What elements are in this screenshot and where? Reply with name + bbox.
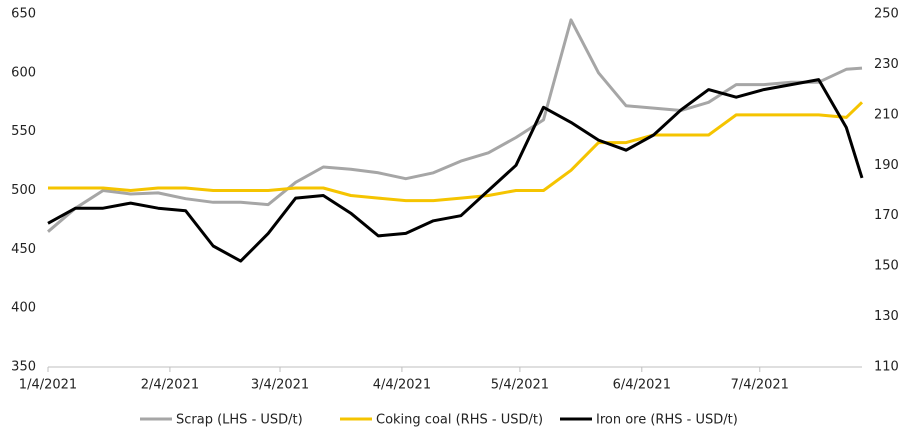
y-tick-label: 500 <box>11 183 36 198</box>
x-tick-label: 5/4/2021 <box>491 378 549 393</box>
y-tick-label: 550 <box>11 124 36 139</box>
y2-tick-label: 230 <box>874 57 899 72</box>
y2-tick-label: 150 <box>874 259 899 274</box>
legend-label: Coking coal (RHS - USD/t) <box>376 413 543 428</box>
y2-tick-label: 130 <box>874 309 899 324</box>
y2-tick-label: 250 <box>874 7 899 22</box>
legend-label: Scrap (LHS - USD/t) <box>176 413 303 428</box>
y-tick-label: 600 <box>11 65 36 80</box>
x-tick-label: 4/4/2021 <box>373 378 431 393</box>
y2-tick-label: 190 <box>874 158 899 173</box>
y2-tick-label: 170 <box>874 208 899 223</box>
y-tick-label: 650 <box>11 7 36 22</box>
y2-tick-label: 210 <box>874 107 899 122</box>
x-tick-label: 7/4/2021 <box>731 378 789 393</box>
y-tick-label: 350 <box>11 360 36 375</box>
x-tick-label: 6/4/2021 <box>613 378 671 393</box>
x-tick-label: 3/4/2021 <box>251 378 309 393</box>
legend-label: Iron ore (RHS - USD/t) <box>596 413 738 428</box>
series-line <box>47 18 863 233</box>
x-tick-label: 1/4/2021 <box>19 378 77 393</box>
y-tick-label: 450 <box>11 242 36 257</box>
x-tick-label: 2/4/2021 <box>141 378 199 393</box>
series-line <box>48 101 864 203</box>
series-line <box>47 78 864 263</box>
y2-tick-label: 110 <box>874 360 899 375</box>
y-tick-label: 400 <box>11 301 36 316</box>
